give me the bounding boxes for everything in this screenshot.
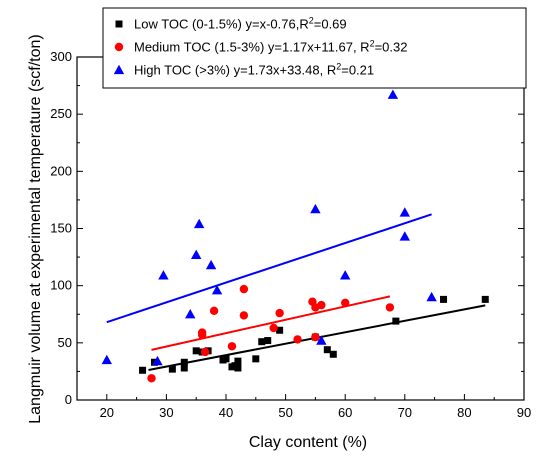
x-tick-label: 90 (517, 405, 531, 420)
y-tick-label: 200 (50, 163, 72, 178)
legend-marker-low-toc (115, 20, 123, 28)
fit-lines (106, 213, 486, 371)
data-point-high-toc (211, 285, 223, 295)
legend-label-low-toc: Low TOC (0-1.5%) y=x-0.76,R2=0.69 (134, 16, 347, 32)
data-point-low-toc (264, 337, 272, 345)
data-point-medium-toc (200, 347, 210, 357)
data-point-low-toc (180, 364, 188, 372)
data-point-medium-toc (209, 306, 219, 316)
data-point-low-toc (323, 346, 331, 354)
data-point-high-toc (193, 218, 205, 229)
data-point-high-toc (191, 249, 202, 259)
data-point-low-toc (180, 358, 188, 366)
y-tick-label: 150 (50, 221, 72, 236)
data-point-high-toc (101, 354, 112, 365)
data-point-medium-toc (293, 335, 302, 344)
data-point-medium-toc (341, 298, 350, 308)
legend-label-high-toc: High TOC (>3%) y=1.73x+33.48, R2=0.21 (134, 62, 374, 78)
data-point-low-toc (234, 357, 242, 365)
data-point-high-toc (426, 291, 437, 302)
data-point-medium-toc (147, 374, 156, 383)
data-point-low-toc (139, 366, 147, 374)
legend-label-medium-toc: Medium TOC (1.5-3%) y=1.17x+11.67, R2=0.… (134, 39, 407, 55)
fit-line-high (106, 213, 432, 324)
data-point-medium-toc (197, 328, 207, 337)
y-tick-label: 100 (50, 278, 72, 293)
legend-box (102, 7, 527, 89)
y-tick-label: 300 (50, 49, 72, 64)
data-point-medium-toc (227, 342, 237, 351)
plot-frame (76, 56, 525, 401)
data-point-medium-toc (269, 323, 278, 333)
x-tick-label: 40 (219, 405, 233, 420)
data-point-low-toc (440, 295, 448, 303)
data-point-low-toc (168, 365, 176, 373)
x-tick-label: 30 (159, 405, 173, 420)
data-point-low-toc (192, 347, 200, 355)
y-tick-label: 250 (50, 106, 72, 121)
x-tick-label: 60 (338, 405, 352, 420)
data-point-high-toc (185, 309, 196, 319)
x-tick-label: 20 (100, 405, 114, 420)
data-point-high-toc (316, 335, 327, 345)
plot-area-border (76, 56, 525, 401)
data-point-medium-toc (317, 300, 326, 310)
data-point-medium-toc (311, 332, 320, 342)
legend: Low TOC (0-1.5%) y=x-0.76,R2=0.69 Medium … (102, 7, 527, 89)
legend-marker-medium-toc (114, 42, 124, 52)
y-axis-title: Langmuir volume at experimental temperat… (27, 34, 44, 424)
data-point-high-toc (387, 89, 399, 99)
x-axis-title: Clay content (%) (249, 434, 367, 451)
data-point-high-toc (399, 207, 410, 217)
data-point-low-toc (481, 295, 489, 303)
data-point-low-toc (276, 326, 284, 334)
data-point-medium-toc (275, 308, 284, 318)
data-point-low-toc (392, 317, 400, 325)
data-point-high-toc (340, 270, 351, 280)
y-tick-label: 0 (65, 392, 72, 407)
data-point-medium-toc (239, 311, 249, 320)
data-point-high-toc (152, 355, 163, 366)
x-tick-label: 50 (278, 405, 292, 420)
x-tick-label: 70 (398, 405, 412, 420)
data-points (101, 89, 489, 383)
fit-line-medium (151, 295, 391, 351)
data-point-low-toc (258, 338, 266, 346)
data-point-medium-toc (385, 303, 395, 312)
data-point-high-toc (205, 259, 217, 270)
y-tick-label: 50 (58, 335, 72, 350)
x-axis: 20 30 40 50 60 70 80 90 (76, 57, 531, 420)
data-point-medium-toc (239, 284, 249, 294)
data-point-low-toc (222, 355, 230, 363)
data-point-low-toc (252, 355, 260, 363)
x-tick-label: 80 (457, 405, 471, 420)
legend-marker-high-toc (113, 64, 125, 75)
data-point-high-toc (310, 203, 321, 214)
data-point-high-toc (158, 270, 169, 280)
data-point-low-toc (329, 350, 337, 358)
data-point-low-toc (234, 364, 242, 372)
y-axis: 0 50 100 150 200 250 300 (50, 49, 524, 407)
data-point-high-toc (399, 231, 410, 241)
